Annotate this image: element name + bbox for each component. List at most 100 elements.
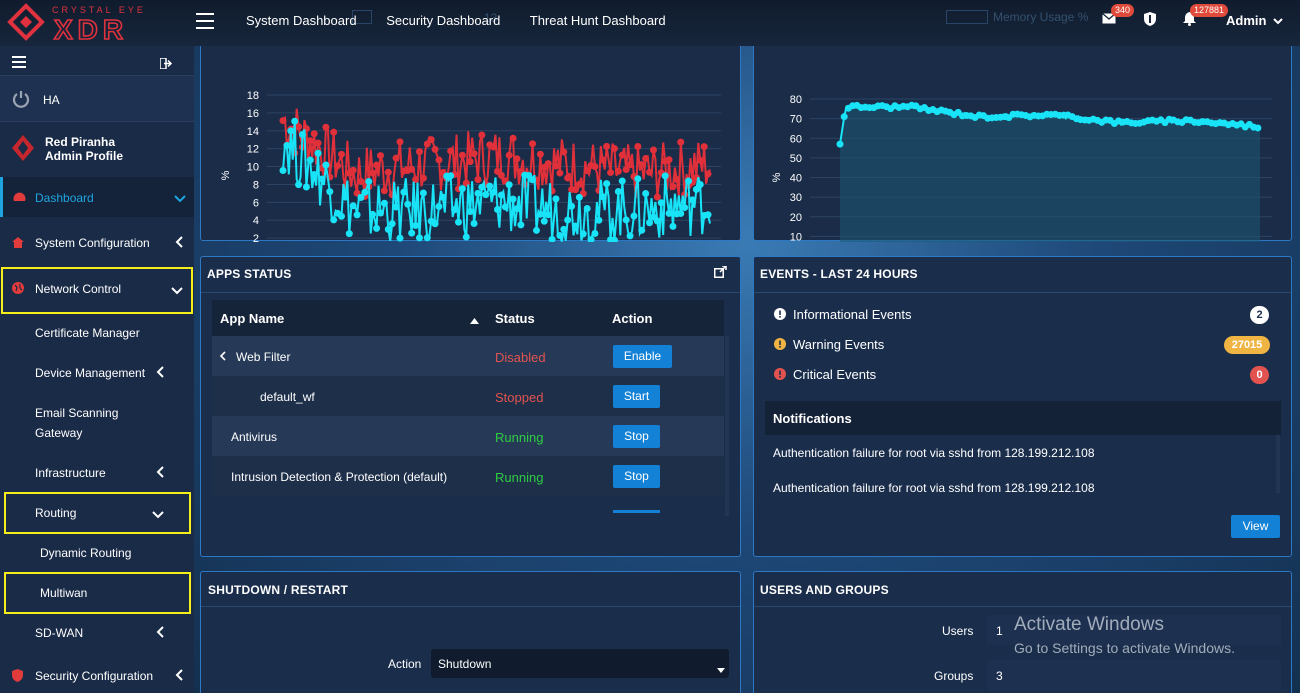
sidebar-item-label: Certificate Manager <box>35 326 140 340</box>
data-point <box>579 230 587 238</box>
profile-row[interactable]: Red Piranha Admin Profile <box>0 123 194 173</box>
ha-row[interactable]: HA <box>0 75 194 122</box>
data-point <box>630 212 638 220</box>
data-point <box>599 156 607 164</box>
action-select[interactable]: Shutdown <box>431 649 729 678</box>
data-point <box>431 145 439 153</box>
scrollbar[interactable] <box>1276 435 1280 493</box>
data-point <box>665 209 673 217</box>
scrollbar[interactable] <box>725 336 729 516</box>
menu-toggle-icon[interactable] <box>196 13 214 29</box>
data-point <box>466 158 474 166</box>
data-point <box>595 216 603 224</box>
data-point <box>618 151 626 159</box>
data-point <box>314 139 322 147</box>
sidebar-item-dashboard[interactable]: Dashboard <box>0 177 194 217</box>
data-point <box>497 171 505 179</box>
data-point <box>466 208 474 216</box>
stop-button[interactable]: Stop <box>613 465 660 488</box>
data-point <box>591 229 599 237</box>
globe-icon <box>12 282 24 297</box>
start-button[interactable]: Start <box>613 385 660 408</box>
sign-out-icon[interactable] <box>159 57 173 72</box>
data-point <box>396 234 404 242</box>
data-point <box>474 189 482 197</box>
nav-security-dashboard[interactable]: Security Dashboard <box>386 13 501 28</box>
y-tick-label: 70 <box>790 114 802 126</box>
data-point <box>478 131 486 139</box>
y-tick-label: 40 <box>790 173 802 185</box>
cpu-usage-chart-panel: 181614121086420%Oct 27Oct 28Oct 29Oct 30… <box>200 36 741 273</box>
data-point <box>622 216 630 224</box>
data-point <box>376 209 384 217</box>
groups-value: 3 <box>996 669 1003 683</box>
col-status: Status <box>495 311 535 326</box>
data-point <box>529 140 537 148</box>
chevron-left-icon <box>156 466 164 481</box>
data-point <box>337 150 345 158</box>
highlight-network-control <box>1 267 193 314</box>
data-point <box>318 175 326 183</box>
y-tick-label: 4 <box>253 215 259 227</box>
y-tick-label: 60 <box>790 133 802 145</box>
data-point <box>649 146 657 154</box>
data-point <box>587 236 595 244</box>
data-point <box>642 155 650 163</box>
data-point <box>412 222 420 230</box>
app-name: Antivirus <box>231 430 278 444</box>
sidebar-item-label: Network Control <box>35 282 122 296</box>
chevron-left-icon[interactable] <box>219 349 226 364</box>
stop-button[interactable]: Stop <box>613 425 660 448</box>
data-point <box>571 186 579 194</box>
sort-up-icon[interactable] <box>470 312 479 327</box>
data-point <box>1254 124 1262 132</box>
y-axis-label: % <box>771 172 783 182</box>
divider <box>201 606 740 607</box>
shield-icon[interactable] <box>1144 12 1156 29</box>
data-point <box>603 180 611 188</box>
data-point <box>380 187 388 195</box>
event-label: Critical Events <box>793 367 877 382</box>
y-tick-label: 20 <box>790 212 802 224</box>
enable-button[interactable]: Enable <box>613 345 672 368</box>
data-point <box>447 172 455 180</box>
user-menu[interactable]: Admin <box>1226 13 1283 28</box>
users-groups-panel: USERS AND GROUPS Users 1 Groups 3 <box>753 571 1292 693</box>
info-icon <box>774 308 786 323</box>
col-app-name[interactable]: App Name <box>220 311 285 326</box>
sidebar-menu-icon[interactable] <box>12 56 26 71</box>
nav-threat-hunt-dashboard[interactable]: Threat Hunt Dashboard <box>529 13 666 28</box>
chart-legend-ghost <box>352 10 372 24</box>
data-point <box>330 128 338 136</box>
data-point <box>490 188 498 196</box>
data-point <box>384 168 392 176</box>
panel-title: APPS STATUS <box>207 267 292 281</box>
series-area <box>840 104 1260 257</box>
view-button[interactable]: View <box>1231 515 1280 538</box>
data-point <box>493 205 501 213</box>
event-count-badge: 27015 <box>1224 336 1270 354</box>
external-link-icon[interactable] <box>714 265 727 281</box>
crystal-eye-logo[interactable]: CRYSTAL EYE XDR <box>6 2 164 46</box>
data-point <box>396 138 404 146</box>
chevron-down-icon <box>152 508 164 522</box>
sidebar-item-label: Multiwan <box>40 586 88 600</box>
data-point <box>334 162 342 170</box>
data-point <box>314 149 322 157</box>
profile-name: Red Piranha <box>45 135 116 149</box>
memory-usage-chart: 80706050403020100%Oct 27Oct 28Oct 29Oct … <box>771 94 1276 273</box>
data-point <box>279 117 287 125</box>
data-point <box>326 188 334 196</box>
data-point <box>470 150 478 158</box>
sidebar-item-label: Dynamic Routing <box>40 546 132 560</box>
data-point <box>638 226 646 234</box>
col-action: Action <box>612 311 653 326</box>
chevron-left-icon <box>175 669 183 684</box>
logo-icon: CRYSTAL EYE XDR <box>7 3 143 46</box>
sidebar-item-label: SD-WAN <box>35 626 84 640</box>
data-point <box>638 161 646 169</box>
main-content: 181614121086420%Oct 27Oct 28Oct 29Oct 30… <box>194 36 1300 693</box>
data-point <box>470 220 478 228</box>
chevron-left-icon <box>156 626 164 641</box>
nav-system-dashboard[interactable]: System Dashboard <box>246 13 357 28</box>
